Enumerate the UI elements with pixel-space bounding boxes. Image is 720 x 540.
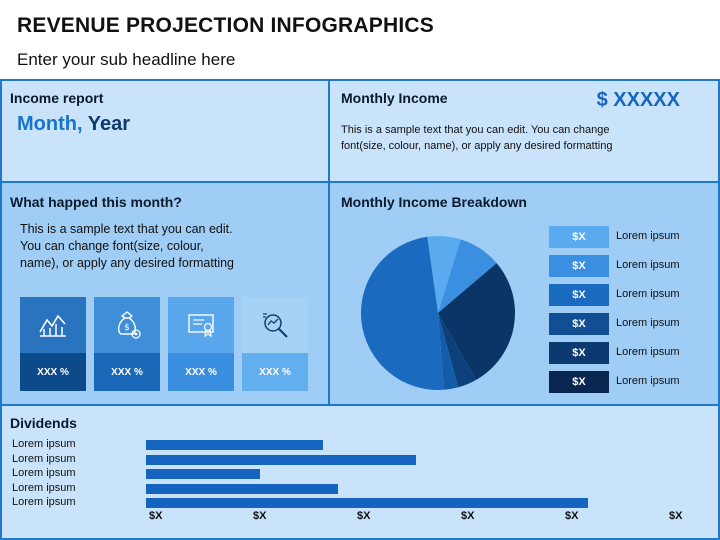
dividend-label-4: Lorem ipsum (12, 496, 76, 508)
stat-tile-search: XXX % (242, 297, 308, 391)
legend-label-1: Lorem ipsum (616, 259, 680, 271)
tile-2-value: XXX % (168, 353, 234, 391)
stat-tile-certificate: XXX % (168, 297, 234, 391)
dividend-x-tick-3: $X (461, 510, 475, 522)
pie-slice-2 (438, 263, 515, 380)
dividend-label-2: Lorem ipsum (12, 467, 76, 479)
legend-value-3: $X (549, 313, 609, 335)
monthly-income-amount: $ XXXXX (596, 89, 680, 111)
page-subtitle: Enter your sub headline here (17, 50, 236, 69)
legend-value-5: $X (549, 371, 609, 393)
dividend-bar-3 (146, 483, 338, 494)
pie-slice-1 (438, 239, 497, 313)
breakdown-heading: Monthly Income Breakdown (341, 194, 527, 210)
dividend-label-0: Lorem ipsum (12, 438, 76, 450)
income-report-heading: Income report (10, 90, 104, 106)
tile-2-top (168, 297, 234, 353)
stat-tile-money: $ XXX % (94, 297, 160, 391)
tile-0-value: XXX % (20, 353, 86, 391)
what-happened-heading: What happed this month? (10, 194, 182, 210)
legend-value-1: $X (549, 255, 609, 277)
pie-slice-5 (361, 236, 444, 390)
dividend-x-tick-2: $X (357, 510, 371, 522)
dividend-x-tick-1: $X (253, 510, 267, 522)
monthly-income-text: This is a sample text that you can edit.… (341, 124, 613, 152)
tile-3-value: XXX % (242, 353, 308, 391)
dividend-x-tick-5: $X (669, 510, 683, 522)
dividend-bar-0 (146, 440, 323, 450)
legend-value-0: $X (549, 226, 609, 248)
pie-slice-4 (438, 313, 459, 390)
tile-1-top: $ (94, 297, 160, 353)
pie-slice-3 (438, 313, 477, 388)
page-title: REVENUE PROJECTION INFOGRAPHICS (17, 14, 434, 37)
breakdown-panel: Monthly Income Breakdown $X Lorem ipsum $X… (328, 181, 720, 406)
dividends-heading: Dividends (10, 415, 77, 431)
year-label: Year (87, 113, 130, 135)
dividend-label-3: Lorem ipsum (12, 481, 76, 494)
tile-0-top (20, 297, 86, 353)
month-label: Month, (17, 113, 83, 135)
stat-tile-chart: XXX % (20, 297, 86, 391)
chart-icon (39, 314, 66, 337)
monthly-income-panel: Monthly Income $ XXXXX This is a sample … (328, 79, 720, 183)
dividend-bar-2 (146, 469, 260, 479)
legend-label-2: Lorem ipsum (616, 288, 680, 300)
certificate-icon (188, 314, 214, 338)
dividends-panel: Dividends (0, 404, 720, 540)
tile-1-value: XXX % (94, 353, 160, 391)
income-pie-chart (361, 236, 515, 390)
dividend-bar-4 (146, 498, 588, 508)
what-happened-text: This is a sample text that you can edit.… (20, 222, 234, 270)
legend-label-5: Lorem ipsum (616, 375, 680, 387)
dividend-x-tick-4: $X (565, 510, 579, 522)
dividend-bar-1 (146, 454, 416, 465)
legend-label-0: Lorem ipsum (616, 230, 680, 242)
legend-label-3: Lorem ipsum (616, 317, 680, 329)
pie-slice-0 (427, 236, 461, 313)
legend-value-2: $X (549, 284, 609, 306)
income-report-panel: Income report Month, Year (0, 79, 330, 183)
legend-label-4: Lorem ipsum (616, 346, 680, 358)
dividend-label-1: Lorem ipsum (12, 452, 76, 465)
tile-3-top (242, 297, 308, 353)
money-bag-gear-icon: $ (117, 311, 141, 339)
what-happened-panel: What happed this month? This is a sample… (0, 181, 330, 406)
svg-text:$: $ (124, 323, 130, 333)
dividend-x-tick-0: $X (149, 510, 163, 522)
month-year-label: Month, Year (17, 113, 130, 136)
legend-value-4: $X (549, 342, 609, 364)
monthly-income-heading: Monthly Income (341, 90, 448, 106)
search-analysis-icon (263, 313, 288, 338)
